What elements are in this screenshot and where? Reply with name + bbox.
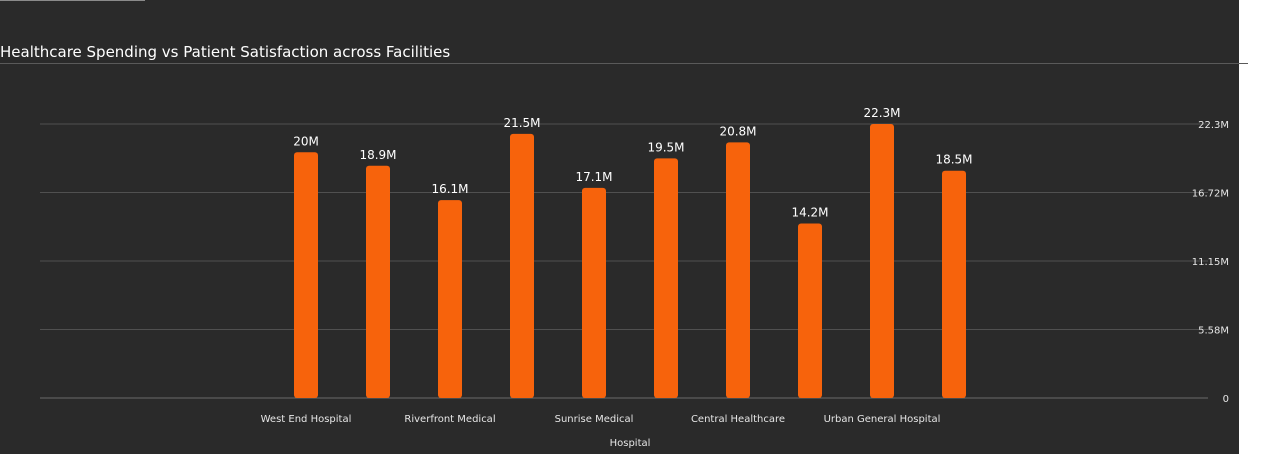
bar[interactable] <box>366 165 390 398</box>
bar[interactable] <box>654 158 678 398</box>
bar[interactable] <box>798 223 822 398</box>
chart-title: Healthcare Spending vs Patient Satisfact… <box>0 43 451 61</box>
data-label: 18.9M <box>359 148 396 162</box>
bar[interactable] <box>726 142 750 398</box>
bar[interactable] <box>942 170 966 398</box>
bar[interactable] <box>582 187 606 398</box>
x-tick-label: Urban General Hospital <box>824 414 941 425</box>
data-labels: 20M 18.9M 16.1M 21.5M 17.1M 19.5M 20.8M 14.2M 22… <box>293 106 972 220</box>
y-axis-ticks: 0 5.58M 11.15M 16.72M 22.3M <box>1192 120 1229 405</box>
bars <box>294 124 966 398</box>
chart-panel: Healthcare Spending vs Patient Satisfact… <box>0 0 1239 454</box>
x-tick-label: Sunrise Medical <box>555 414 634 425</box>
data-label: 22.3M <box>863 106 900 120</box>
data-label: 21.5M <box>503 116 540 130</box>
data-label: 20M <box>293 134 319 148</box>
title-divider-tail <box>1239 63 1248 64</box>
x-tick-label: Central Healthcare <box>691 414 785 425</box>
y-tick-label: 5.58M <box>1198 325 1229 336</box>
data-label: 14.2M <box>791 206 828 220</box>
gridlines <box>40 123 1208 399</box>
title-divider <box>0 63 1239 64</box>
y-tick-label: 16.72M <box>1192 189 1229 200</box>
x-tick-label: West End Hospital <box>261 414 352 425</box>
bar[interactable] <box>870 124 894 398</box>
data-label: 17.1M <box>575 170 612 184</box>
data-label: 19.5M <box>647 140 684 154</box>
bar[interactable] <box>510 133 534 398</box>
data-label: 18.5M <box>935 153 972 167</box>
y-tick-label: 22.3M <box>1198 120 1229 131</box>
data-label: 20.8M <box>719 124 756 138</box>
data-label: 16.1M <box>431 182 468 196</box>
x-axis-title: Hospital <box>610 438 651 449</box>
tab-underline <box>0 0 145 1</box>
x-axis-ticks: West End Hospital Riverfront Medical Sunri… <box>261 414 941 425</box>
bar[interactable] <box>438 200 462 398</box>
bar[interactable] <box>294 152 318 398</box>
y-tick-label: 11.15M <box>1192 257 1229 268</box>
y-tick-label: 0 <box>1223 394 1229 405</box>
bar-chart: 20M 18.9M 16.1M 21.5M 17.1M 19.5M 20.8M 14.2M 22… <box>40 106 1229 449</box>
x-tick-label: Riverfront Medical <box>404 414 495 425</box>
